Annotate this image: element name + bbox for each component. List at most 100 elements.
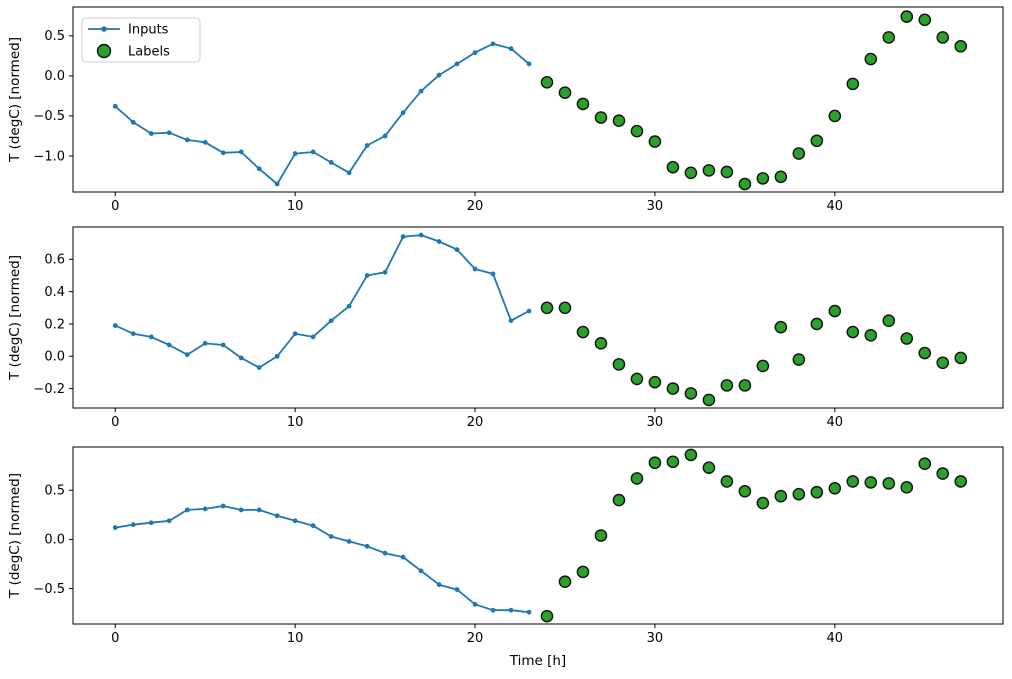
inputs-marker — [490, 41, 496, 47]
labels-marker — [792, 353, 806, 366]
inputs-marker — [490, 607, 496, 613]
labels-marker — [810, 317, 824, 331]
labels-marker — [918, 346, 932, 360]
y-tick-label: 0.0 — [44, 533, 65, 548]
inputs-marker — [130, 119, 136, 125]
labels-marker — [774, 170, 788, 184]
labels-marker — [756, 496, 770, 510]
subplot-2: 0 10 20 30 40 0.6 0.4 0.2 0.0 −0.2 T (degC) [norme… — [7, 226, 1004, 430]
inputs-marker — [526, 61, 532, 67]
inputs-marker — [508, 607, 514, 613]
x-tick-label: 30 — [647, 199, 664, 214]
labels-marker — [648, 135, 662, 148]
inputs-marker — [238, 149, 244, 155]
inputs-marker — [526, 308, 532, 314]
x-tick-label: 40 — [827, 415, 844, 430]
inputs-marker — [202, 506, 208, 512]
labels-marker — [756, 172, 770, 185]
labels-marker — [558, 86, 572, 99]
x-tick-label: 30 — [647, 631, 664, 646]
labels-marker — [720, 379, 734, 392]
y-tick-label: 0.4 — [44, 285, 65, 300]
labels-marker — [810, 134, 824, 148]
labels-marker — [738, 177, 752, 191]
labels-marker — [774, 489, 788, 503]
inputs-marker — [400, 234, 406, 240]
inputs-marker — [346, 170, 352, 176]
axes-spines — [72, 446, 1004, 625]
labels-marker — [630, 372, 644, 386]
labels-marker — [828, 304, 842, 318]
inputs-marker — [328, 159, 334, 165]
labels-marker — [936, 31, 950, 44]
inputs-marker — [508, 318, 514, 324]
labels-marker — [630, 124, 644, 138]
labels-marker — [558, 575, 572, 589]
y-tick-label: 0.5 — [44, 29, 65, 44]
labels-marker — [666, 455, 680, 469]
x-tick-label: 20 — [467, 631, 484, 646]
axes-spines — [72, 226, 1004, 409]
labels-marker — [540, 75, 554, 89]
inputs-marker — [382, 550, 388, 556]
inputs-marker — [382, 133, 388, 139]
x-tick-label: 10 — [287, 415, 304, 430]
legend-labels-marker-sample — [96, 43, 112, 59]
y-tick-label: −0.2 — [33, 382, 65, 397]
inputs-marker — [526, 609, 532, 615]
inputs-marker — [292, 331, 298, 337]
x-tick-label: 20 — [467, 415, 484, 430]
inputs-marker — [184, 352, 190, 358]
labels-marker — [954, 351, 968, 365]
inputs-marker — [400, 110, 406, 116]
x-tick-label: 0 — [111, 199, 119, 214]
y-tick-label: −0.5 — [33, 109, 65, 124]
inputs-marker — [274, 353, 280, 359]
labels-marker — [936, 356, 950, 370]
labels-marker — [738, 379, 752, 392]
labels-marker — [882, 31, 896, 44]
inputs-marker — [292, 518, 298, 524]
x-axis-label: Time [h] — [509, 653, 566, 669]
inputs-marker — [400, 554, 406, 560]
inputs-marker — [418, 568, 424, 574]
labels-marker — [864, 328, 878, 342]
labels-marker — [594, 337, 608, 350]
inputs-marker — [472, 50, 478, 56]
y-tick-label: −1.0 — [33, 149, 65, 164]
inputs-marker — [220, 342, 226, 348]
labels-marker — [828, 481, 842, 495]
y-axis-label: T (degC) [normed] — [7, 473, 23, 599]
inputs-marker — [418, 88, 424, 94]
labels-marker — [900, 10, 914, 23]
labels-marker — [702, 164, 716, 177]
inputs-line — [115, 505, 530, 614]
inputs-marker — [238, 507, 244, 513]
inputs-marker — [310, 149, 316, 155]
labels-marker — [630, 472, 644, 485]
inputs-marker — [184, 507, 190, 513]
inputs-marker — [112, 103, 118, 109]
labels-marker — [576, 97, 590, 111]
inputs-marker — [364, 543, 370, 549]
labels-marker — [918, 13, 932, 27]
inputs-marker — [508, 46, 514, 52]
inputs-marker — [166, 130, 172, 136]
labels-marker — [918, 457, 932, 471]
labels-marker — [576, 325, 590, 339]
labels-marker — [594, 529, 608, 542]
labels-marker — [900, 481, 914, 494]
legend-labels-label: Labels — [128, 45, 170, 60]
inputs-marker — [274, 513, 280, 519]
labels-marker — [810, 485, 824, 499]
labels-marker — [720, 165, 734, 179]
inputs-marker — [436, 582, 442, 588]
labels-marker — [684, 387, 698, 400]
labels-marker — [846, 475, 860, 488]
labels-marker — [792, 147, 806, 160]
labels-marker — [612, 358, 626, 371]
labels-marker — [540, 609, 554, 623]
inputs-marker — [436, 239, 442, 244]
